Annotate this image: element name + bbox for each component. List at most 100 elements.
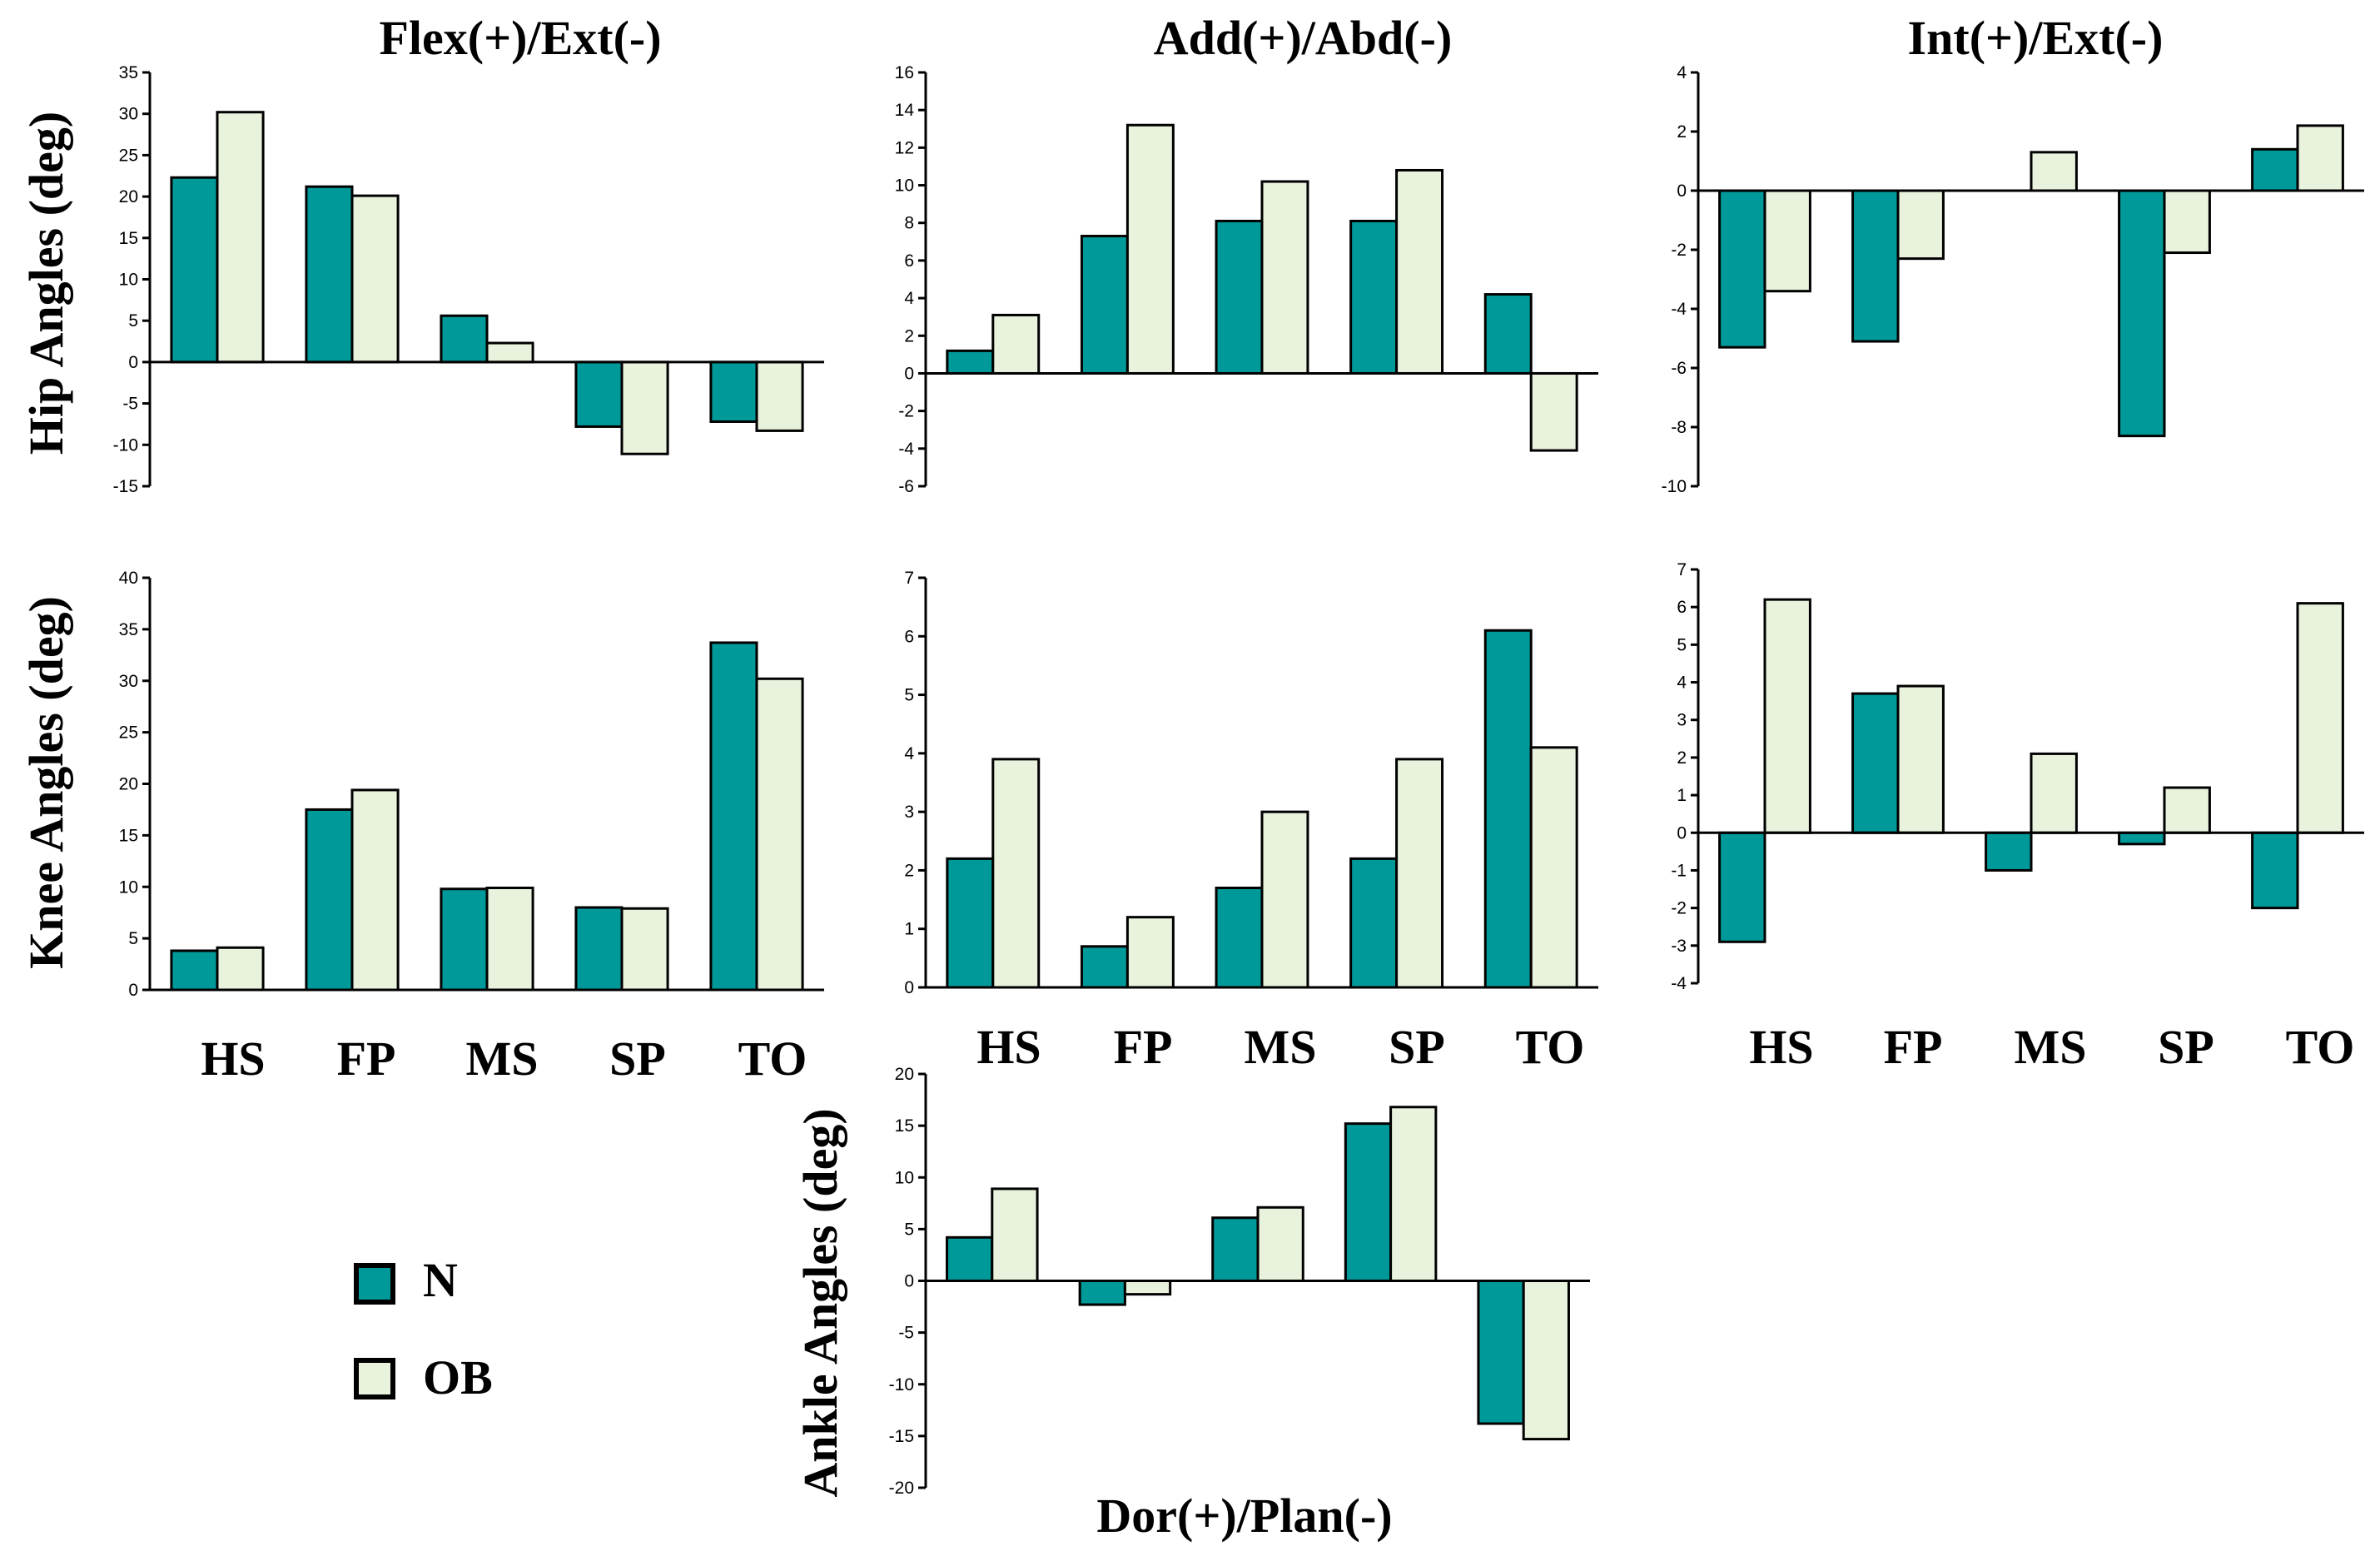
y-tick-label: 4 <box>904 744 914 763</box>
bar-n-sp <box>1344 1122 1393 1283</box>
y-tick-label: -20 <box>889 1479 914 1498</box>
y-tick-label: 2 <box>904 861 914 880</box>
title-flex-ext: Flex(+)/Ext(-) <box>379 11 661 65</box>
y-tick-label: 1 <box>1677 786 1687 805</box>
bar-ob-fp <box>1896 189 1945 261</box>
cat-to: TO <box>2286 1020 2355 1074</box>
y-tick-label: 35 <box>119 63 138 82</box>
bar-ob-hs <box>216 111 265 364</box>
y-tick-label: 15 <box>895 1116 914 1136</box>
y-tick-label: -10 <box>113 435 138 455</box>
bar-n-sp <box>1349 857 1399 989</box>
y-tick-label: 25 <box>119 146 138 165</box>
chart-knee-add-abd: 7 6 5 4 3 2 1 0 <box>904 569 1598 997</box>
y-tick-label: -4 <box>1671 300 1687 319</box>
y-tick-label: 14 <box>895 101 915 120</box>
chart-ankle-dor-plan: 20 15 10 5 0 -5 -10 -15 -20 <box>889 1065 1590 1498</box>
chart-hip-int-ext: 4 2 0 -2 -4 -6 -8 -10 <box>1662 63 2364 496</box>
legend: N OB <box>354 1253 493 1404</box>
bar-ob-sp <box>2163 189 2211 255</box>
y-tick-label: 35 <box>119 620 138 639</box>
cat-hs: HS <box>1749 1020 1813 1074</box>
cat-ms: MS <box>2015 1020 2087 1074</box>
y-tick-label: -1 <box>1671 861 1687 880</box>
y-tick-label: 20 <box>119 187 138 206</box>
y-tick-label: 30 <box>119 105 138 124</box>
bar-n-hs <box>946 1235 994 1282</box>
bar-n-hs <box>170 949 219 992</box>
bar-ob-hs <box>991 1187 1039 1282</box>
cat-fp: FP <box>1884 1020 1943 1074</box>
y-tick-label: -2 <box>898 402 914 421</box>
y-tick-label: 40 <box>119 569 138 588</box>
bar-n-fp <box>305 185 354 364</box>
bar-n-to <box>1477 1280 1525 1425</box>
bar-ob-to <box>755 360 804 432</box>
bar-n-hs <box>946 857 995 989</box>
bar-n-sp <box>2118 831 2166 846</box>
cat-to: TO <box>1516 1020 1585 1074</box>
y-tick-label: -2 <box>1671 899 1687 918</box>
y-tick-label: 20 <box>119 775 138 794</box>
y-tick-label: 10 <box>119 271 138 290</box>
y-tick-label: 4 <box>1677 63 1687 82</box>
ylabel-knee: Knee Angles (deg) <box>19 596 73 969</box>
title-add-abd: Add(+)/Abd(-) <box>1154 11 1453 65</box>
y-tick-label: 4 <box>1677 674 1687 693</box>
bar-ob-fp <box>1123 1280 1172 1296</box>
bar-ob-fp <box>350 194 400 364</box>
y-tick-label: -10 <box>1662 477 1687 496</box>
bar-n-to <box>1483 293 1533 375</box>
y-tick-label: 6 <box>1677 598 1687 617</box>
y-tick-label: 0 <box>904 1272 914 1291</box>
legend-swatch-n <box>354 1263 395 1305</box>
legend-label-n: N <box>423 1253 458 1307</box>
y-tick-label: 10 <box>895 176 914 196</box>
y-tick-label: 5 <box>904 1220 914 1239</box>
y-tick-label: 0 <box>128 981 138 1000</box>
y-tick-label: -15 <box>113 477 138 496</box>
title-int-ext: Int(+)/Ext(-) <box>1908 11 2164 65</box>
cat-to: TO <box>738 1032 807 1086</box>
y-tick-label: 12 <box>895 138 914 157</box>
bar-n-to <box>709 641 758 992</box>
bar-n-fp <box>1851 692 1900 834</box>
ylabel-ankle: Ankle Angles (deg) <box>793 1108 847 1497</box>
bar-ob-sp <box>620 907 669 992</box>
y-tick-label: 3 <box>1677 711 1687 730</box>
y-tick-label: 16 <box>895 63 914 82</box>
legend-label-ob: OB <box>423 1350 493 1404</box>
bar-n-sp <box>2118 189 2166 438</box>
bar-n-fp <box>1080 235 1129 375</box>
y-tick-label: -4 <box>1671 974 1687 993</box>
bar-n-sp <box>574 360 624 428</box>
cat-hs: HS <box>201 1032 265 1086</box>
y-tick-label: 25 <box>119 723 138 743</box>
bar-ob-hs <box>991 758 1041 989</box>
chart-knee-flex-ext: 40 35 30 25 20 15 10 5 0 <box>119 569 824 1000</box>
y-tick-label: 15 <box>119 229 138 248</box>
y-tick-label: 10 <box>895 1168 914 1187</box>
bar-ob-to <box>1529 371 1578 452</box>
y-tick-label: 7 <box>904 569 914 588</box>
y-tick-label: -10 <box>889 1375 914 1394</box>
bar-n-ms <box>440 887 489 992</box>
y-tick-label: 0 <box>904 364 914 383</box>
bar-n-hs <box>1718 831 1766 943</box>
bar-ob-sp <box>620 360 669 455</box>
bar-ob-fp <box>350 788 400 992</box>
cat-hs: HS <box>976 1020 1041 1074</box>
bar-n-fp <box>1078 1280 1126 1306</box>
bar-n-ms <box>440 314 489 364</box>
bar-ob-to <box>1529 746 1578 989</box>
bar-n-to <box>1483 629 1533 989</box>
y-tick-label: 5 <box>904 686 914 705</box>
y-tick-label: -4 <box>898 440 914 459</box>
bar-ob-hs <box>1763 598 1811 834</box>
category-labels-col3: HS FP MS SP TO <box>1749 1020 2354 1074</box>
cat-sp: SP <box>609 1032 666 1086</box>
title-dor-plan: Dor(+)/Plan(-) <box>1096 1489 1392 1543</box>
bar-n-ms <box>1215 219 1264 375</box>
y-tick-label: -15 <box>889 1427 914 1446</box>
